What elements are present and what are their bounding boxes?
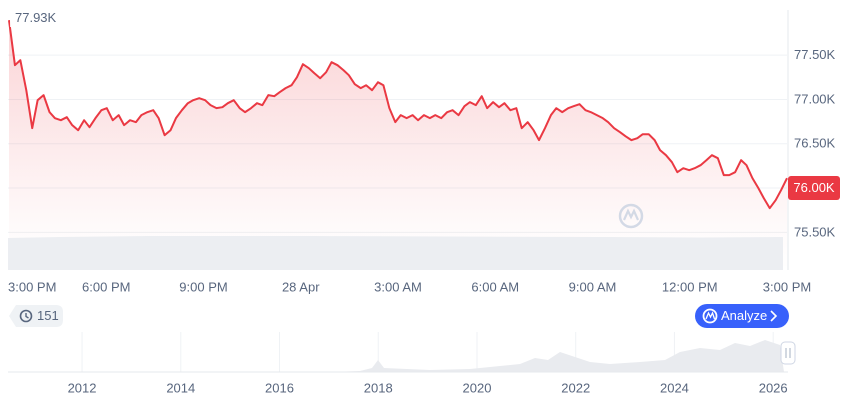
watermark bbox=[618, 203, 644, 229]
y-tick-label: 77.00K bbox=[794, 91, 836, 106]
navigator-area bbox=[8, 340, 784, 372]
navigator-year-label: 2024 bbox=[660, 380, 689, 395]
navigator-year-label: 2016 bbox=[265, 380, 294, 395]
y-tick-label: 76.00K bbox=[793, 180, 835, 195]
navigator-year-label: 2026 bbox=[759, 380, 788, 395]
x-tick-label: 9:00 AM bbox=[569, 279, 617, 294]
x-tick-label: 3:00 PM bbox=[8, 279, 56, 294]
x-tick-label: 6:00 PM bbox=[82, 279, 130, 294]
y-tick-label: 75.50K bbox=[794, 224, 836, 239]
navigator-year-label: 2018 bbox=[364, 380, 393, 395]
navigator-year-label: 2020 bbox=[463, 380, 492, 395]
analyze-button[interactable]: Analyze bbox=[695, 304, 789, 328]
x-tick-label: 12:00 PM bbox=[662, 279, 718, 294]
navigator-year-label: 2012 bbox=[68, 380, 97, 395]
navigator-year-label: 2014 bbox=[166, 380, 195, 395]
y-tick-label: 77.50K bbox=[794, 47, 836, 62]
price-line bbox=[8, 20, 788, 210]
history-badge[interactable]: 151 bbox=[9, 305, 63, 327]
x-tick-label: 3:00 PM bbox=[763, 279, 811, 294]
high-label: 77.93K bbox=[15, 10, 57, 25]
current-price-box bbox=[788, 176, 840, 201]
x-tick-label: 6:00 AM bbox=[471, 279, 519, 294]
x-tick-label: 3:00 AM bbox=[374, 279, 422, 294]
x-tick-label: 28 Apr bbox=[282, 279, 320, 294]
y-tick-label: 76.50K bbox=[794, 136, 836, 151]
high-label-box bbox=[10, 9, 62, 27]
analyze-label: Analyze bbox=[721, 308, 767, 323]
navigator-year-label: 2022 bbox=[561, 380, 590, 395]
volume-band bbox=[8, 236, 783, 270]
navigator-handle[interactable] bbox=[780, 341, 796, 365]
history-count: 151 bbox=[37, 308, 59, 323]
x-tick-label: 9:00 PM bbox=[179, 279, 227, 294]
area-fill bbox=[9, 20, 787, 270]
